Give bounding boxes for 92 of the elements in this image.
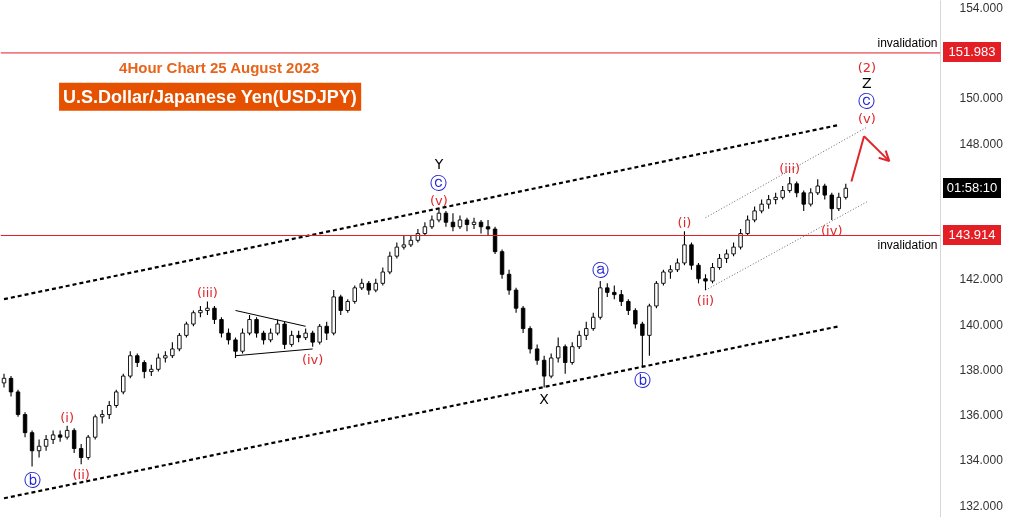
annotation: X [539, 390, 550, 407]
candlestick [22, 411, 28, 438]
candlestick [471, 217, 477, 230]
candlestick [541, 355, 547, 388]
candlestick [71, 427, 77, 454]
y-tick-label: 150.000 [959, 91, 1004, 106]
candlestick [563, 343, 568, 375]
candlestick [121, 373, 126, 395]
candlestick [654, 280, 659, 309]
candlestick [177, 332, 182, 352]
candlestick [380, 266, 386, 287]
candlestick [57, 429, 63, 443]
candlestick [114, 389, 119, 409]
candlestick [219, 316, 224, 339]
annotation: (iii) [779, 160, 801, 176]
candlestick [696, 262, 701, 284]
candlestick [464, 217, 470, 232]
annotation: ⓑ [633, 369, 651, 390]
annotation: (iii) [196, 285, 218, 301]
annotation: invalidation [877, 35, 938, 50]
candlestick [682, 230, 687, 266]
y-tick-label: 154.000 [959, 0, 1004, 15]
candlestick [527, 325, 533, 355]
candlestick [43, 434, 49, 452]
candlestick [317, 323, 322, 345]
candlestick [93, 414, 98, 440]
annotation: (v) [430, 192, 448, 208]
candlestick [534, 343, 540, 366]
candlestick [15, 389, 21, 418]
candlestick [738, 228, 743, 250]
candlestick [808, 187, 813, 207]
y-tick-label: 132.000 [959, 498, 1004, 513]
candlestick [387, 251, 393, 275]
candlestick [577, 330, 582, 350]
candlestick [142, 359, 147, 379]
candlestick [506, 269, 512, 296]
y-tick-label: 140.000 [959, 317, 1004, 332]
annotation: (iv) [301, 352, 324, 368]
candlestick [485, 219, 491, 237]
y-tick-label: 138.000 [959, 362, 1004, 377]
candlestick [8, 375, 14, 397]
annotation: ⓒ [858, 91, 876, 112]
candlestick [78, 443, 84, 465]
annotation: ⓑ [23, 469, 41, 490]
annotation: (i) [60, 409, 75, 425]
candlestick [829, 192, 834, 221]
ref-line-label: 143.914 [943, 225, 1001, 245]
annotation: (i) [677, 215, 692, 231]
candlestick [50, 429, 56, 445]
annotation: invalidation [877, 238, 938, 253]
candlestick [29, 429, 35, 468]
candlestick [338, 294, 343, 316]
candlestick [633, 307, 638, 330]
annotation: (ii) [696, 293, 715, 309]
candlestick [584, 321, 589, 341]
candlestick [212, 305, 217, 325]
candlestick [128, 350, 133, 379]
text: 4Hour Chart 25 August 2023 [119, 59, 320, 77]
candlestick [591, 312, 596, 332]
y-tick-label: 142.000 [959, 272, 1004, 287]
candlestick [548, 352, 554, 379]
candlestick [689, 242, 694, 271]
text: U.S.Dollar/Japanese Yen(USDJPY) [63, 86, 357, 107]
candlestick [324, 321, 329, 341]
candlestick [107, 400, 112, 420]
candlestick [570, 341, 575, 366]
annotation: Z [862, 74, 872, 91]
annotation: (v) [857, 111, 876, 127]
annotation: Y [433, 156, 444, 173]
annotation: ⓒ [430, 172, 448, 193]
candlestick [499, 248, 505, 280]
candlestick [1, 373, 7, 388]
candlestick [710, 262, 715, 284]
candlestick [85, 434, 91, 461]
candlestick [401, 235, 407, 250]
candlestick [352, 285, 357, 305]
candlestick [156, 352, 161, 373]
annotation: ⓐ [591, 260, 609, 281]
candlestick [555, 337, 561, 364]
y-tick-label: 136.000 [959, 408, 1004, 423]
y-tick-label: 134.000 [959, 453, 1004, 468]
annotation: (iv) [821, 223, 843, 239]
candlestick [801, 190, 806, 212]
candlestick [745, 214, 750, 237]
y-tick-label: 148.000 [959, 136, 1004, 151]
ref-line-label: 151.983 [943, 42, 1001, 63]
text: 01:58:10 [943, 177, 1001, 198]
annotation: (2) [857, 59, 877, 75]
annotation: (ii) [72, 467, 90, 483]
candlestick [836, 192, 841, 212]
candlestick [520, 305, 526, 334]
candlestick [513, 287, 519, 314]
